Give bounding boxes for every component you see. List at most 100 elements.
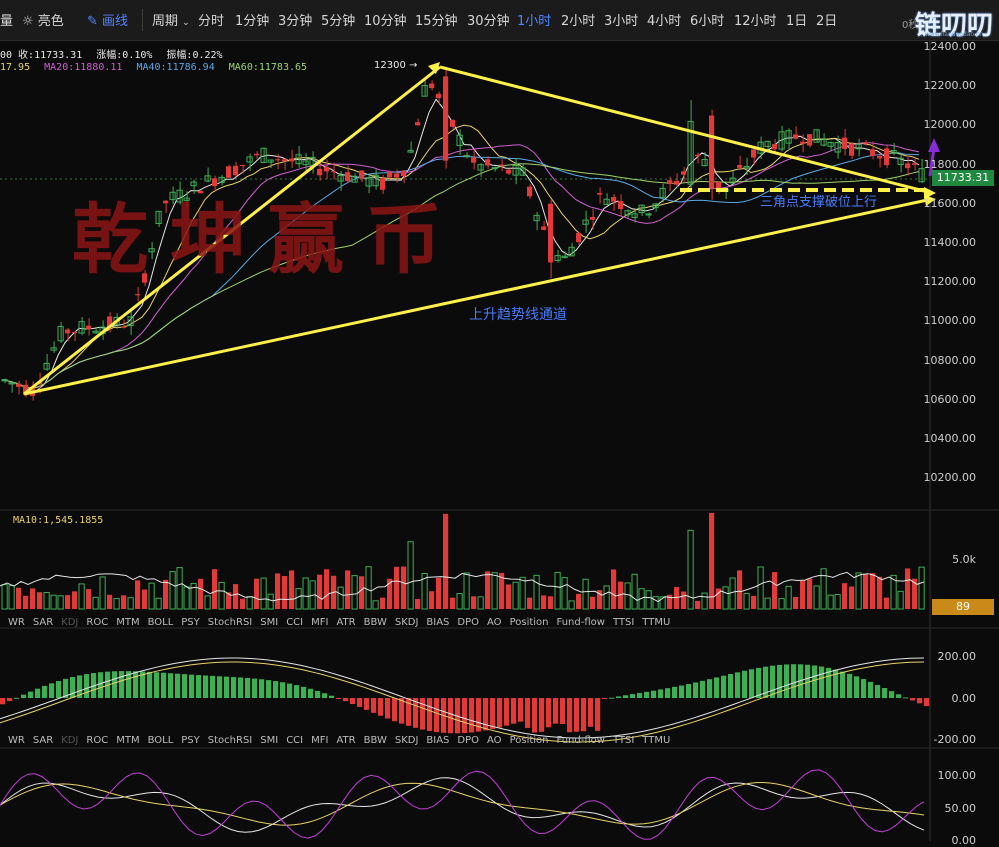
indicator-tab-kdj[interactable]: KDJ [61,617,79,628]
indicator-tab-ao[interactable]: AO [487,617,502,628]
indicator-tab-dpo[interactable]: DPO [457,735,480,746]
macd-bar [196,675,202,698]
volume-bar [155,597,162,610]
price-axis-label: 11600.00 [923,196,977,210]
indicator-tab-fund-flow[interactable]: Fund-flow [556,735,605,746]
indicator-tab-mtm[interactable]: MTM [116,617,140,628]
indicator-tab-sar[interactable]: SAR [32,735,54,746]
indicator-tab-wr[interactable]: WR [8,617,25,628]
macd-bar [259,679,265,698]
timeframe-0[interactable]: 分时 [198,14,225,29]
macd-bar [868,681,874,698]
timeframe-4[interactable]: 10分钟 [364,14,407,29]
timeframe-14[interactable]: 2日 [816,14,838,29]
timeframe-10[interactable]: 4小时 [647,14,682,29]
macd-bar [126,671,132,698]
indicator-tab-position[interactable]: Position [509,617,549,628]
macd-bar [175,673,181,698]
indicator-tab-ttsi[interactable]: TTSI [612,735,635,746]
volume-bar [260,577,267,610]
timeframe-6[interactable]: 30分钟 [467,14,510,29]
indicator-tab-psy[interactable]: PSY [181,735,200,746]
indicator-tab-ttsi[interactable]: TTSI [612,617,635,628]
candle-down [345,172,351,182]
indicator-tab-boll[interactable]: BOLL [147,735,174,746]
indicator-tab-wr[interactable]: WR [8,735,25,746]
timeframe-3[interactable]: 5分钟 [321,14,356,29]
macd-bar [903,697,909,699]
indicator-tab-bbw[interactable]: BBW [363,735,387,746]
macd-bar [469,698,475,733]
macd-bar [357,698,363,707]
timeframe-9[interactable]: 3小时 [604,14,639,29]
indicator-tab-position[interactable]: Position [509,735,549,746]
draw-line-button[interactable]: ✎ 画线 [87,10,128,29]
indicator-tab-fund-flow[interactable]: Fund-flow [556,617,605,628]
timeframe-7[interactable]: 1小时 [517,14,552,29]
indicator-tab-boll[interactable]: BOLL [147,617,174,628]
indicator-tab-mfi[interactable]: MFI [311,617,329,628]
macd-bar [413,698,419,728]
indicator-tab-roc[interactable]: ROC [86,617,109,628]
light-theme-button[interactable]: ☼ 亮色 [22,10,64,29]
timeframe-8[interactable]: 2小时 [561,14,596,29]
indicator-tab-smi[interactable]: SMI [260,617,279,628]
macd-bar [154,672,160,698]
volume-bar [443,513,449,609]
macd-bar [14,697,20,699]
indicator-tab-ttmu[interactable]: TTMU [642,617,671,628]
candle-up [743,166,750,169]
indicator-tab-ttmu[interactable]: TTMU [642,735,671,746]
indicator-tab-mtm[interactable]: MTM [116,735,140,746]
candle-up [302,160,309,166]
timeframe-13[interactable]: 1日 [786,14,808,29]
indicator-tab-cci[interactable]: CCI [286,735,304,746]
indicator-tab-skdj[interactable]: SKDJ [394,617,419,628]
indicator-tab-bias[interactable]: BIAS [426,617,450,628]
macd-bar [77,675,83,698]
candle-down [86,325,92,330]
indicator-tab-kdj[interactable]: KDJ [61,735,79,746]
indicator-tab-dpo[interactable]: DPO [457,617,480,628]
timeframe-12[interactable]: 12小时 [734,14,777,29]
volume-tab-partial[interactable]: 量 [0,14,14,29]
macd-bar [112,671,118,698]
indicator-tab-smi[interactable]: SMI [260,735,279,746]
indicator-tab-mfi[interactable]: MFI [311,735,329,746]
volume-bar [456,593,463,610]
indicator-tab-roc[interactable]: ROC [86,735,109,746]
change-value: 涨幅:0.10% [96,50,153,61]
indicator-tab-bbw[interactable]: BBW [363,617,387,628]
volume-bar [415,598,421,609]
indicator-tab-stochrsi[interactable]: StochRSI [207,735,253,746]
indicator-tab-skdj[interactable]: SKDJ [394,735,419,746]
timeframe-5[interactable]: 15分钟 [415,14,458,29]
volume-bar [807,578,813,609]
timeframe-11[interactable]: 6小时 [690,14,725,29]
volume-bar [729,577,736,610]
indicator-tab-atr[interactable]: ATR [336,617,356,628]
indicator-tab-sar[interactable]: SAR [32,617,54,628]
indicator-tab-atr[interactable]: ATR [336,735,356,746]
candle-up [372,174,379,187]
indicator-tab-ao[interactable]: AO [487,735,502,746]
indicator-tab-stochrsi[interactable]: StochRSI [207,617,253,628]
macd-bar [147,671,153,698]
timeframe-1[interactable]: 1分钟 [235,14,270,29]
candle-down [394,173,400,178]
period-dropdown[interactable]: 周期 ⌄ [152,10,190,29]
volume-bar [72,591,78,609]
candle-down [695,154,701,157]
macd-bar [714,677,720,698]
candle-down [611,197,617,202]
macd-dea-line [0,661,925,743]
indicator-tab-cci[interactable]: CCI [286,617,304,628]
candle-up [764,140,771,147]
price-axis-label: 11000.00 [923,314,977,328]
indicator-tab-psy[interactable]: PSY [181,617,200,628]
macd-bar [518,698,524,722]
timeframe-2[interactable]: 3分钟 [278,14,313,29]
indicator-tab-bias[interactable]: BIAS [426,735,450,746]
volume-bar [667,594,673,609]
